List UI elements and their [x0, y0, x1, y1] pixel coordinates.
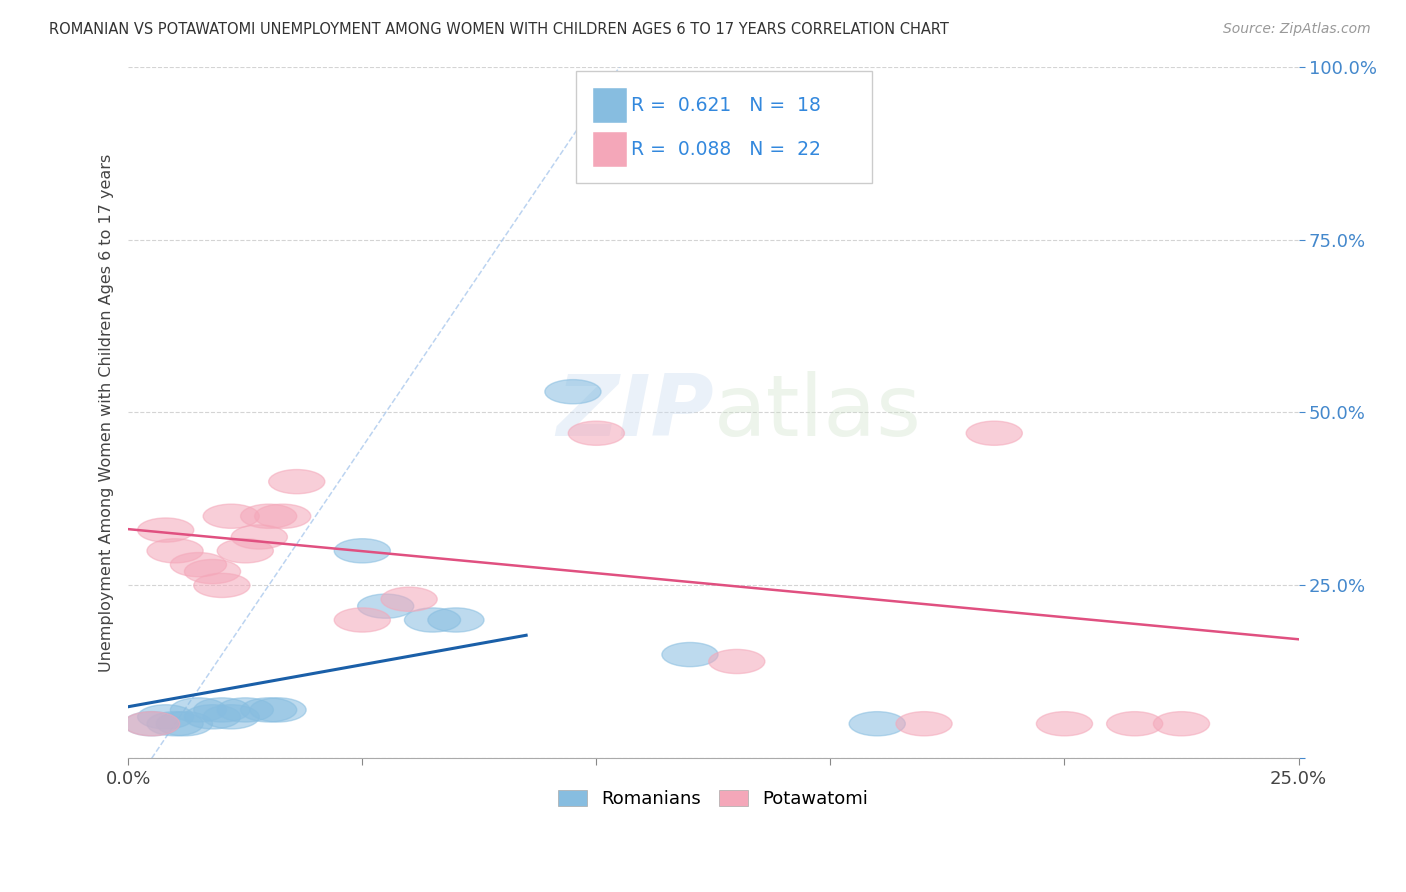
Ellipse shape [138, 518, 194, 542]
Text: R =  0.088   N =  22: R = 0.088 N = 22 [631, 140, 821, 159]
Text: atlas: atlas [713, 371, 921, 454]
Ellipse shape [254, 504, 311, 528]
Ellipse shape [966, 421, 1022, 445]
Ellipse shape [1036, 712, 1092, 736]
Ellipse shape [194, 574, 250, 598]
Ellipse shape [184, 705, 240, 729]
Ellipse shape [568, 421, 624, 445]
Text: Source: ZipAtlas.com: Source: ZipAtlas.com [1223, 22, 1371, 37]
Ellipse shape [250, 698, 307, 722]
Ellipse shape [124, 712, 180, 736]
Ellipse shape [240, 698, 297, 722]
Ellipse shape [849, 712, 905, 736]
Ellipse shape [662, 642, 718, 666]
Ellipse shape [217, 539, 273, 563]
Ellipse shape [1153, 712, 1209, 736]
Ellipse shape [217, 698, 273, 722]
Ellipse shape [335, 607, 391, 632]
Ellipse shape [156, 712, 212, 736]
Text: ZIP: ZIP [555, 371, 713, 454]
Ellipse shape [184, 559, 240, 583]
Ellipse shape [138, 705, 194, 729]
Ellipse shape [194, 698, 250, 722]
Ellipse shape [240, 504, 297, 528]
Ellipse shape [335, 539, 391, 563]
Ellipse shape [709, 649, 765, 673]
Legend: Romanians, Potawatomi: Romanians, Potawatomi [551, 782, 876, 815]
Ellipse shape [405, 607, 461, 632]
Ellipse shape [231, 524, 287, 549]
Ellipse shape [896, 712, 952, 736]
Ellipse shape [202, 504, 259, 528]
Ellipse shape [357, 594, 413, 618]
Ellipse shape [170, 552, 226, 577]
Ellipse shape [381, 587, 437, 611]
Ellipse shape [427, 607, 484, 632]
Ellipse shape [614, 89, 671, 113]
Ellipse shape [148, 712, 202, 736]
Y-axis label: Unemployment Among Women with Children Ages 6 to 17 years: Unemployment Among Women with Children A… [100, 153, 114, 672]
Ellipse shape [170, 698, 226, 722]
Ellipse shape [202, 705, 259, 729]
Ellipse shape [124, 712, 180, 736]
Ellipse shape [269, 469, 325, 494]
Ellipse shape [1107, 712, 1163, 736]
Text: ROMANIAN VS POTAWATOMI UNEMPLOYMENT AMONG WOMEN WITH CHILDREN AGES 6 TO 17 YEARS: ROMANIAN VS POTAWATOMI UNEMPLOYMENT AMON… [49, 22, 949, 37]
Text: R =  0.621   N =  18: R = 0.621 N = 18 [631, 96, 821, 115]
Ellipse shape [148, 539, 202, 563]
Ellipse shape [546, 380, 600, 404]
